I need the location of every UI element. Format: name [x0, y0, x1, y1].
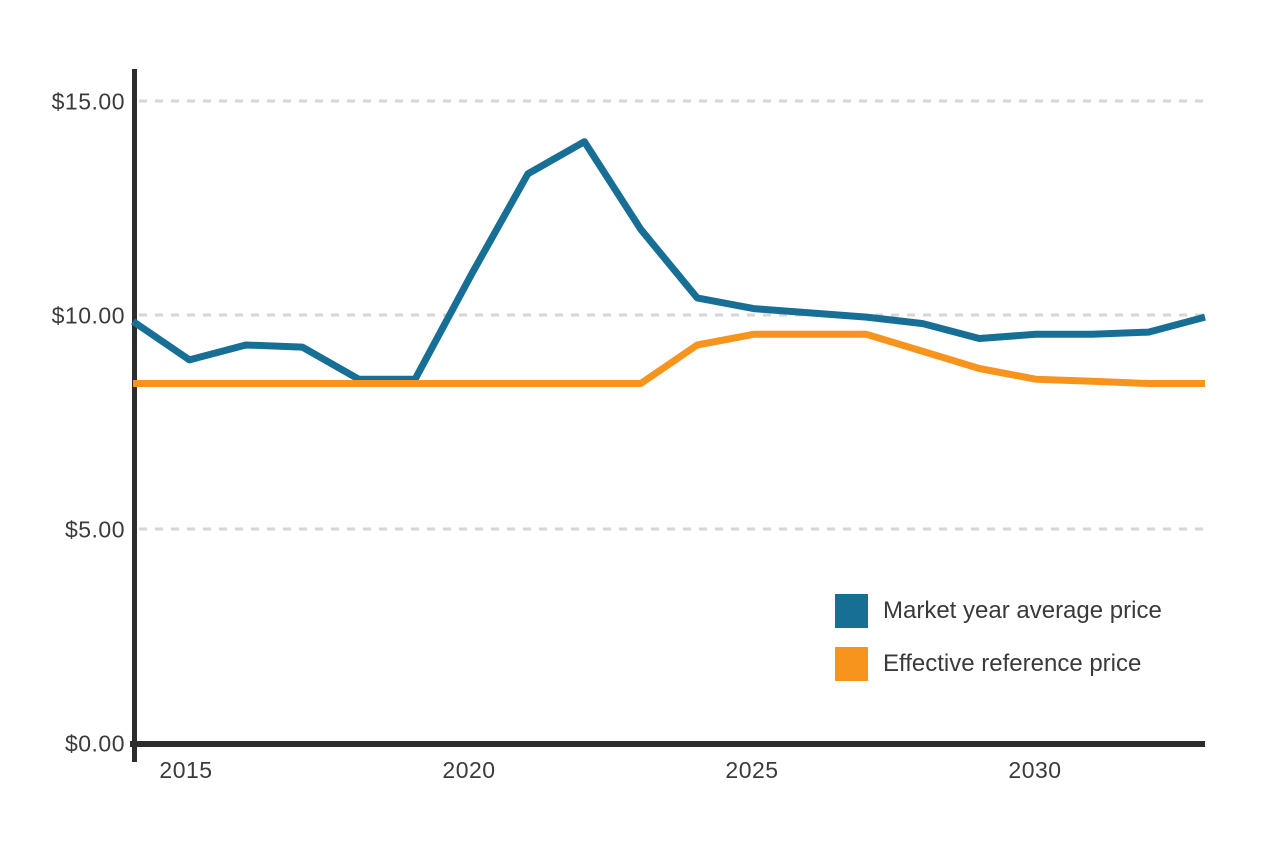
- legend-item-effective-reference-price: Effective reference price: [835, 646, 1162, 681]
- legend-swatch-blue-square: [835, 593, 868, 628]
- legend: Market year average price Effective refe…: [835, 593, 1162, 699]
- series-line-market-year-average-price: [131, 138, 1206, 383]
- y-axis-tick-label-15: $15.00: [51, 88, 125, 115]
- series-line-effective-reference-price: [133, 330, 1205, 387]
- y-axis-tick-label-10: $10.00: [51, 302, 125, 329]
- x-axis-tick-label-2020: 2020: [442, 757, 496, 783]
- legend-swatch-orange-square: [835, 646, 868, 681]
- x-axis-tick-label-2030: 2030: [1008, 757, 1062, 783]
- y-axis-tick-label-0: $0.00: [64, 730, 125, 757]
- y-axis-tick-label-5: $5.00: [64, 516, 125, 543]
- legend-label-effective-reference-price: Effective reference price: [883, 649, 1142, 677]
- legend-label-market-year-average-price: Market year average price: [883, 596, 1162, 624]
- legend-item-market-year-average-price: Market year average price: [835, 593, 1162, 628]
- x-axis-tick-label-2015: 2015: [159, 757, 213, 783]
- x-axis-tick-label-2025: 2025: [725, 757, 779, 783]
